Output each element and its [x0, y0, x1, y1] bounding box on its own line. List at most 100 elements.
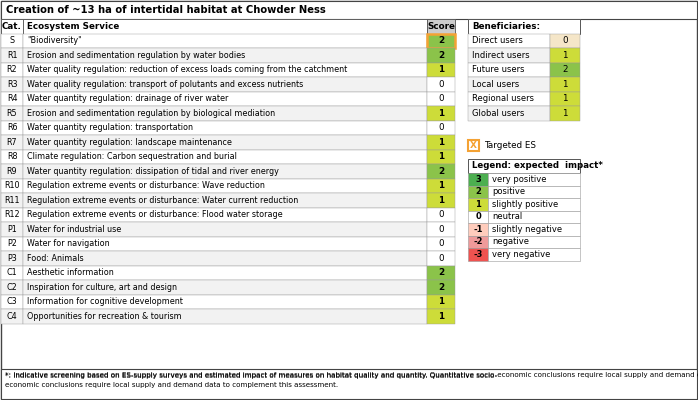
- Text: S: S: [10, 36, 15, 45]
- Text: slightly negative: slightly negative: [492, 225, 562, 234]
- Bar: [427, 266, 455, 280]
- Bar: [427, 135, 455, 150]
- Bar: [427, 77, 455, 92]
- Bar: [550, 77, 580, 92]
- Text: R6: R6: [7, 123, 17, 132]
- Bar: [427, 48, 455, 62]
- Text: Targeted ES: Targeted ES: [484, 141, 536, 150]
- Text: positive: positive: [492, 187, 525, 196]
- Bar: [468, 34, 550, 48]
- Text: Water quality regulation: transport of polutants and excess nutrients: Water quality regulation: transport of p…: [27, 80, 303, 89]
- Text: 2: 2: [475, 187, 481, 196]
- Bar: [488, 173, 580, 186]
- Bar: [427, 164, 455, 178]
- Text: R1: R1: [7, 51, 17, 60]
- Text: 1: 1: [563, 109, 567, 118]
- Bar: [468, 62, 550, 77]
- Bar: [468, 48, 550, 62]
- Text: Information for cognitive development: Information for cognitive development: [27, 297, 183, 306]
- Text: R11: R11: [4, 196, 20, 205]
- Text: 1: 1: [438, 65, 444, 74]
- Text: Water quantity regulation: transportation: Water quantity regulation: transportatio…: [27, 123, 193, 132]
- Bar: [488, 236, 580, 248]
- Text: R8: R8: [7, 152, 17, 161]
- Bar: [23, 48, 427, 62]
- Text: R2: R2: [7, 65, 17, 74]
- Text: R9: R9: [7, 167, 17, 176]
- Bar: [550, 62, 580, 77]
- Text: negative: negative: [492, 237, 529, 246]
- Bar: [427, 208, 455, 222]
- Bar: [550, 92, 580, 106]
- Text: *: Indicative screening based on ES-supply surveys and estimated impact of measu: *: Indicative screening based on ES-supp…: [5, 373, 497, 379]
- Text: Water quantity regulation: landscape maintenance: Water quantity regulation: landscape mai…: [27, 138, 232, 147]
- Bar: [427, 222, 455, 236]
- Text: Cat.: Cat.: [2, 22, 22, 31]
- Text: 0: 0: [438, 80, 444, 89]
- Text: Future users: Future users: [472, 65, 524, 74]
- Text: Regional users: Regional users: [472, 94, 534, 103]
- Bar: [468, 210, 488, 223]
- Bar: [468, 198, 488, 210]
- Bar: [1, 193, 23, 208]
- Bar: [1, 178, 23, 193]
- Text: Inspiration for culture, art and design: Inspiration for culture, art and design: [27, 283, 177, 292]
- Text: Water quality regulation: reduction of excess loads coming from the catchment: Water quality regulation: reduction of e…: [27, 65, 347, 74]
- Bar: [23, 280, 427, 294]
- Text: Erosion and sedimentation regulation by biological mediation: Erosion and sedimentation regulation by …: [27, 109, 275, 118]
- Text: -1: -1: [473, 225, 483, 234]
- Bar: [468, 173, 488, 186]
- Bar: [488, 223, 580, 236]
- Bar: [23, 193, 427, 208]
- Text: -3: -3: [473, 250, 483, 259]
- Text: 1: 1: [438, 138, 444, 147]
- Text: very positive: very positive: [492, 175, 547, 184]
- Text: 1: 1: [438, 109, 444, 118]
- Text: Legend: expected  impact*: Legend: expected impact*: [472, 162, 603, 170]
- Text: C3: C3: [7, 297, 17, 306]
- Text: X: X: [470, 141, 477, 150]
- Bar: [468, 106, 550, 120]
- Bar: [427, 193, 455, 208]
- Bar: [23, 92, 427, 106]
- Bar: [23, 208, 427, 222]
- Bar: [23, 62, 427, 77]
- Text: Regulation extreme events or disturbance: Water current reduction: Regulation extreme events or disturbance…: [27, 196, 298, 205]
- Text: 0: 0: [438, 239, 444, 248]
- Text: -2: -2: [473, 237, 483, 246]
- Bar: [427, 150, 455, 164]
- Text: R3: R3: [7, 80, 17, 89]
- Bar: [1, 369, 697, 399]
- Text: 1: 1: [563, 94, 567, 103]
- Bar: [468, 92, 550, 106]
- Bar: [1, 294, 23, 309]
- Text: 2: 2: [438, 283, 444, 292]
- Bar: [427, 120, 455, 135]
- Bar: [427, 178, 455, 193]
- Text: Regulation extreme events or disturbance: Wave reduction: Regulation extreme events or disturbance…: [27, 181, 265, 190]
- Text: Opportunities for recreation & tourism: Opportunities for recreation & tourism: [27, 312, 181, 321]
- Text: neutral: neutral: [492, 212, 522, 221]
- Bar: [427, 92, 455, 106]
- Text: Water for industrial use: Water for industrial use: [27, 225, 121, 234]
- Bar: [468, 248, 488, 260]
- Text: 1: 1: [438, 181, 444, 190]
- Bar: [468, 19, 580, 34]
- Text: P3: P3: [7, 254, 17, 263]
- Text: R5: R5: [7, 109, 17, 118]
- Bar: [488, 186, 580, 198]
- Text: 0: 0: [438, 210, 444, 219]
- Bar: [1, 208, 23, 222]
- Text: Aesthetic information: Aesthetic information: [27, 268, 114, 277]
- Bar: [1, 309, 23, 324]
- Text: 1: 1: [438, 196, 444, 205]
- Bar: [23, 34, 427, 48]
- Text: 0: 0: [438, 225, 444, 234]
- Text: 2: 2: [563, 65, 567, 74]
- Text: 1: 1: [438, 312, 444, 321]
- Text: economic conclusions require local supply and demand data to complement this ass: economic conclusions require local suppl…: [5, 382, 338, 388]
- Bar: [550, 34, 580, 48]
- Bar: [23, 19, 427, 34]
- Bar: [1, 92, 23, 106]
- Text: P1: P1: [7, 225, 17, 234]
